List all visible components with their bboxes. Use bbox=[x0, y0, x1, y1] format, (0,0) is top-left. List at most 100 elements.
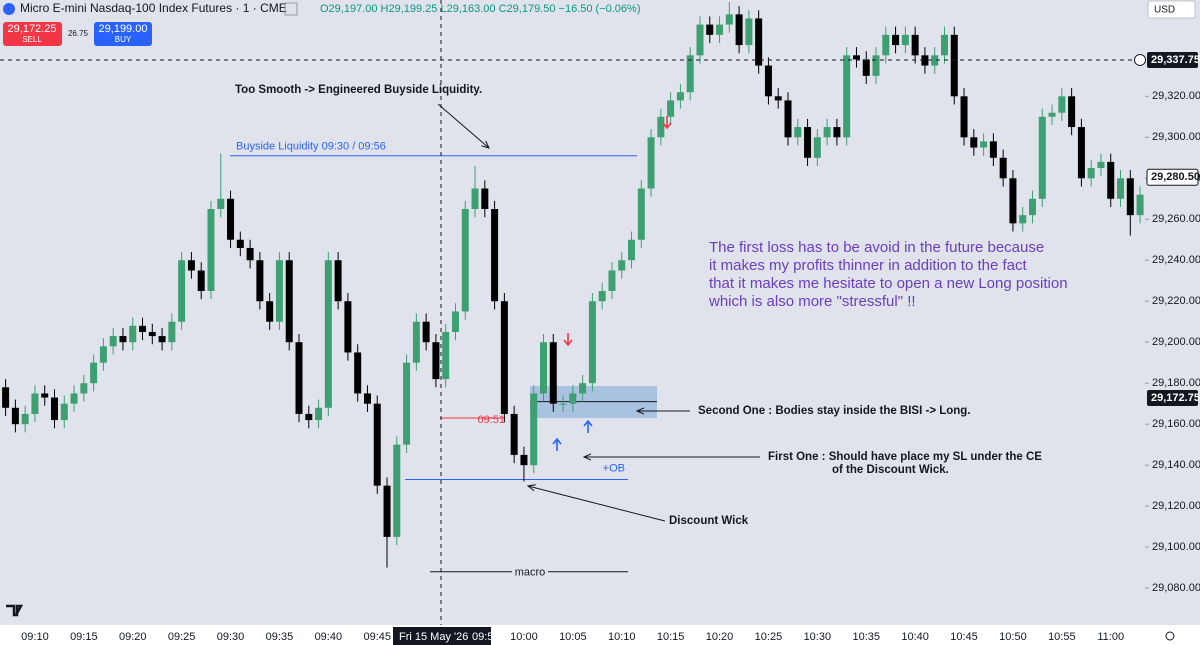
candle-body bbox=[892, 34, 900, 46]
price-tag bbox=[1147, 390, 1198, 407]
eye-icon[interactable] bbox=[284, 2, 298, 16]
candle-body bbox=[882, 34, 890, 56]
axes: 29,080.00 29,100.00 29,120.00 29,140.00 29,1… bbox=[0, 51, 1200, 643]
candle-body bbox=[187, 260, 195, 271]
candle-body bbox=[99, 346, 107, 363]
currency-button[interactable] bbox=[1147, 0, 1196, 19]
y-tick-label: 29,260.00 bbox=[1152, 213, 1200, 225]
candle-body bbox=[1019, 215, 1027, 224]
candle-body bbox=[960, 96, 968, 138]
crosshair-date: Fri 15 May '26 bbox=[399, 631, 468, 643]
spread: 26.75 bbox=[68, 29, 89, 38]
x-tick-label: 09:20 bbox=[119, 631, 147, 643]
crosshair-time: 09:51 bbox=[472, 631, 500, 643]
candle-body bbox=[804, 127, 812, 158]
candle-body bbox=[461, 209, 469, 312]
sell-button[interactable] bbox=[3, 22, 62, 46]
candle-body bbox=[716, 24, 724, 35]
candle-body bbox=[1058, 96, 1066, 113]
candle-body bbox=[60, 403, 68, 421]
label-bg bbox=[512, 564, 548, 579]
crosshair-time-box bbox=[393, 627, 491, 645]
candle-body bbox=[266, 301, 274, 322]
buy-price[interactable]: 29,199.00 bbox=[99, 23, 148, 35]
annotation: First One : Should have place my SL unde… bbox=[768, 451, 1042, 463]
arrow bbox=[528, 486, 666, 522]
candle-body bbox=[275, 260, 283, 322]
y-tick-label: 29,180.00 bbox=[1152, 377, 1200, 389]
candle-body bbox=[1097, 161, 1105, 169]
candle-body bbox=[588, 301, 596, 384]
y-tick-label: 29,240.00 bbox=[1152, 254, 1200, 266]
candle-body bbox=[696, 24, 704, 56]
y-tick-label: 29,220.00 bbox=[1152, 295, 1200, 307]
annotation: Second One : Bodies stay inside the BISI… bbox=[698, 405, 971, 417]
y-tick-label: 29,160.00 bbox=[1152, 418, 1200, 430]
buy-button[interactable] bbox=[94, 22, 152, 46]
sell-label[interactable]: SELL bbox=[22, 35, 42, 44]
candle-body bbox=[422, 321, 430, 343]
candle-body bbox=[305, 413, 313, 421]
candle-body bbox=[246, 247, 254, 261]
candle-body bbox=[119, 336, 127, 343]
candle-body bbox=[559, 403, 567, 405]
sell-price[interactable]: 29,172.25 bbox=[8, 23, 57, 35]
candle-body bbox=[11, 407, 19, 425]
level-label: macro bbox=[515, 567, 546, 579]
y-tick-label: 29,080.00 bbox=[1152, 582, 1200, 594]
candle-body bbox=[412, 321, 420, 363]
annotation: of the Discount Wick. bbox=[832, 464, 949, 476]
candle-body bbox=[989, 141, 997, 158]
candle-body bbox=[315, 407, 323, 421]
candle-body bbox=[1136, 194, 1144, 216]
candle-body bbox=[530, 393, 538, 466]
candle-body bbox=[51, 397, 58, 421]
x-tick-label: 10:00 bbox=[510, 631, 538, 643]
candle-body bbox=[451, 311, 459, 332]
candle-body bbox=[148, 331, 156, 337]
x-tick-label: 10:25 bbox=[755, 631, 783, 643]
candle-body bbox=[999, 157, 1007, 179]
y-tick-label: 29,120.00 bbox=[1152, 500, 1200, 512]
x-tick-label: 09:35 bbox=[266, 631, 294, 643]
candle-body bbox=[491, 209, 499, 302]
candle-body bbox=[31, 393, 39, 414]
candle-body bbox=[178, 260, 186, 322]
x-tick-label: 10:40 bbox=[901, 631, 929, 643]
currency[interactable]: USD bbox=[1154, 5, 1175, 16]
signal-arrow bbox=[662, 116, 672, 130]
candle-body bbox=[363, 393, 371, 404]
ohlc: O29,197.00 H29,199.25 L29,163.00 C29,179… bbox=[320, 3, 640, 15]
signal-arrow bbox=[552, 437, 562, 451]
candle-body bbox=[598, 290, 606, 302]
x-tick-label: 10:10 bbox=[608, 631, 636, 643]
price-tag-label: 29,337.75 bbox=[1151, 54, 1200, 66]
candle-body bbox=[1126, 178, 1134, 216]
candle-body bbox=[207, 209, 215, 291]
x-tick-label: 11:00 bbox=[1097, 631, 1124, 643]
candle-body bbox=[618, 260, 626, 271]
candle-body bbox=[549, 342, 557, 404]
candle-body bbox=[256, 260, 264, 302]
signal-arrow bbox=[583, 419, 593, 433]
note-line: that it makes me hesitate to open a new … bbox=[709, 275, 1068, 292]
candle-body bbox=[970, 137, 978, 148]
symbol-icon bbox=[3, 3, 15, 15]
level-label: 09:51 bbox=[477, 414, 505, 426]
candle-body bbox=[794, 127, 802, 138]
candle-body bbox=[725, 14, 733, 25]
buy-label[interactable]: BUY bbox=[115, 35, 132, 44]
candle-body bbox=[676, 92, 684, 101]
settings-icon[interactable] bbox=[1165, 631, 1175, 641]
y-tick-label: 29,100.00 bbox=[1152, 541, 1200, 553]
y-tick-label: 29,200.00 bbox=[1152, 336, 1200, 348]
y-tick-label: 29,320.00 bbox=[1152, 90, 1200, 102]
x-tick-label: 09:40 bbox=[315, 631, 343, 643]
candle-body bbox=[667, 100, 675, 117]
note-line: which is also more "stressful" !! bbox=[708, 293, 916, 310]
candle-body bbox=[471, 188, 479, 210]
candle-body bbox=[393, 444, 401, 537]
candle-body bbox=[774, 96, 782, 101]
